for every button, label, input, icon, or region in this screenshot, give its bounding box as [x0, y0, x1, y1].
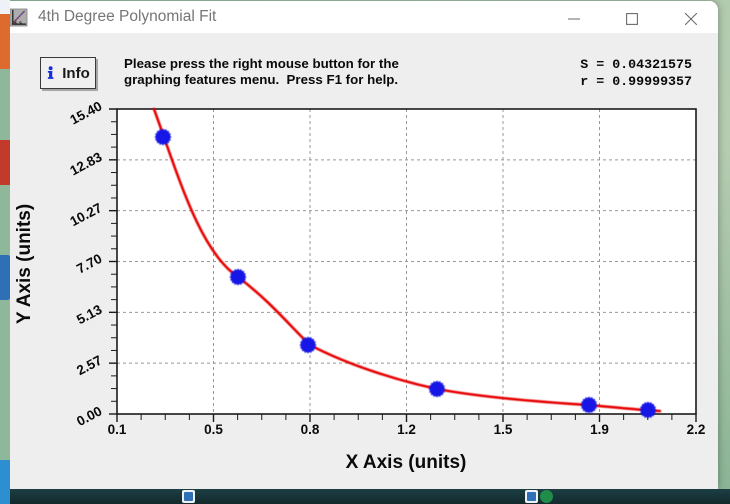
svg-text:0.8: 0.8 [301, 422, 320, 437]
svg-text:2.2: 2.2 [687, 422, 706, 437]
svg-text:15.40: 15.40 [68, 98, 105, 127]
svg-text:1.9: 1.9 [590, 422, 609, 437]
svg-text:Y Axis (units): Y Axis (units) [14, 204, 35, 324]
svg-text:5.13: 5.13 [74, 302, 105, 328]
svg-text:0.00: 0.00 [74, 403, 104, 429]
svg-text:7.70: 7.70 [74, 251, 104, 277]
svg-text:1.2: 1.2 [397, 422, 416, 437]
svg-text:0.1: 0.1 [108, 422, 127, 437]
svg-text:1.5: 1.5 [494, 422, 513, 437]
svg-text:12.83: 12.83 [68, 149, 105, 178]
svg-text:2.57: 2.57 [74, 353, 104, 379]
svg-text:0.5: 0.5 [204, 422, 223, 437]
svg-text:X Axis (units): X Axis (units) [346, 452, 467, 473]
svg-text:10.27: 10.27 [68, 200, 105, 229]
